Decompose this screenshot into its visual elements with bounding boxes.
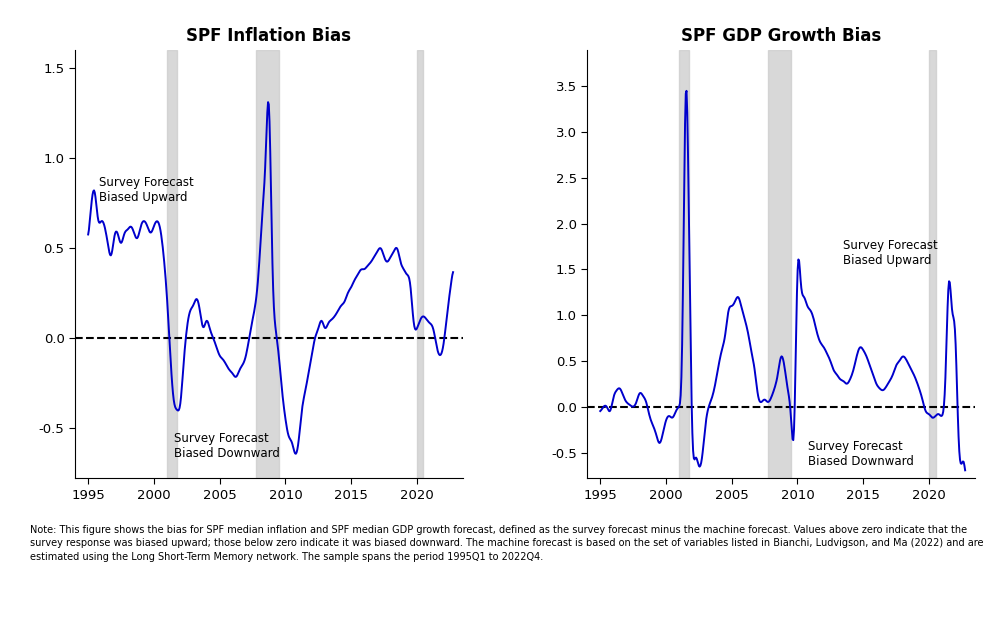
Bar (768, 50, 791, 478)
Title: SPF GDP Growth Bias: SPF GDP Growth Bias (681, 27, 881, 45)
Bar (167, 50, 177, 478)
Text: Survey Forecast
Biased Downward: Survey Forecast Biased Downward (808, 440, 914, 468)
Bar (929, 50, 936, 478)
Bar (417, 50, 423, 478)
Title: SPF Inflation Bias: SPF Inflation Bias (186, 27, 351, 45)
Text: Survey Forecast
Biased Downward: Survey Forecast Biased Downward (174, 432, 280, 460)
Text: Survey Forecast
Biased Upward: Survey Forecast Biased Upward (99, 176, 193, 204)
Text: Note: This figure shows the bias for SPF median inflation and SPF median GDP gro: Note: This figure shows the bias for SPF… (30, 525, 984, 562)
Bar (256, 50, 279, 478)
Bar (679, 50, 689, 478)
Text: Survey Forecast
Biased Upward: Survey Forecast Biased Upward (843, 239, 938, 267)
